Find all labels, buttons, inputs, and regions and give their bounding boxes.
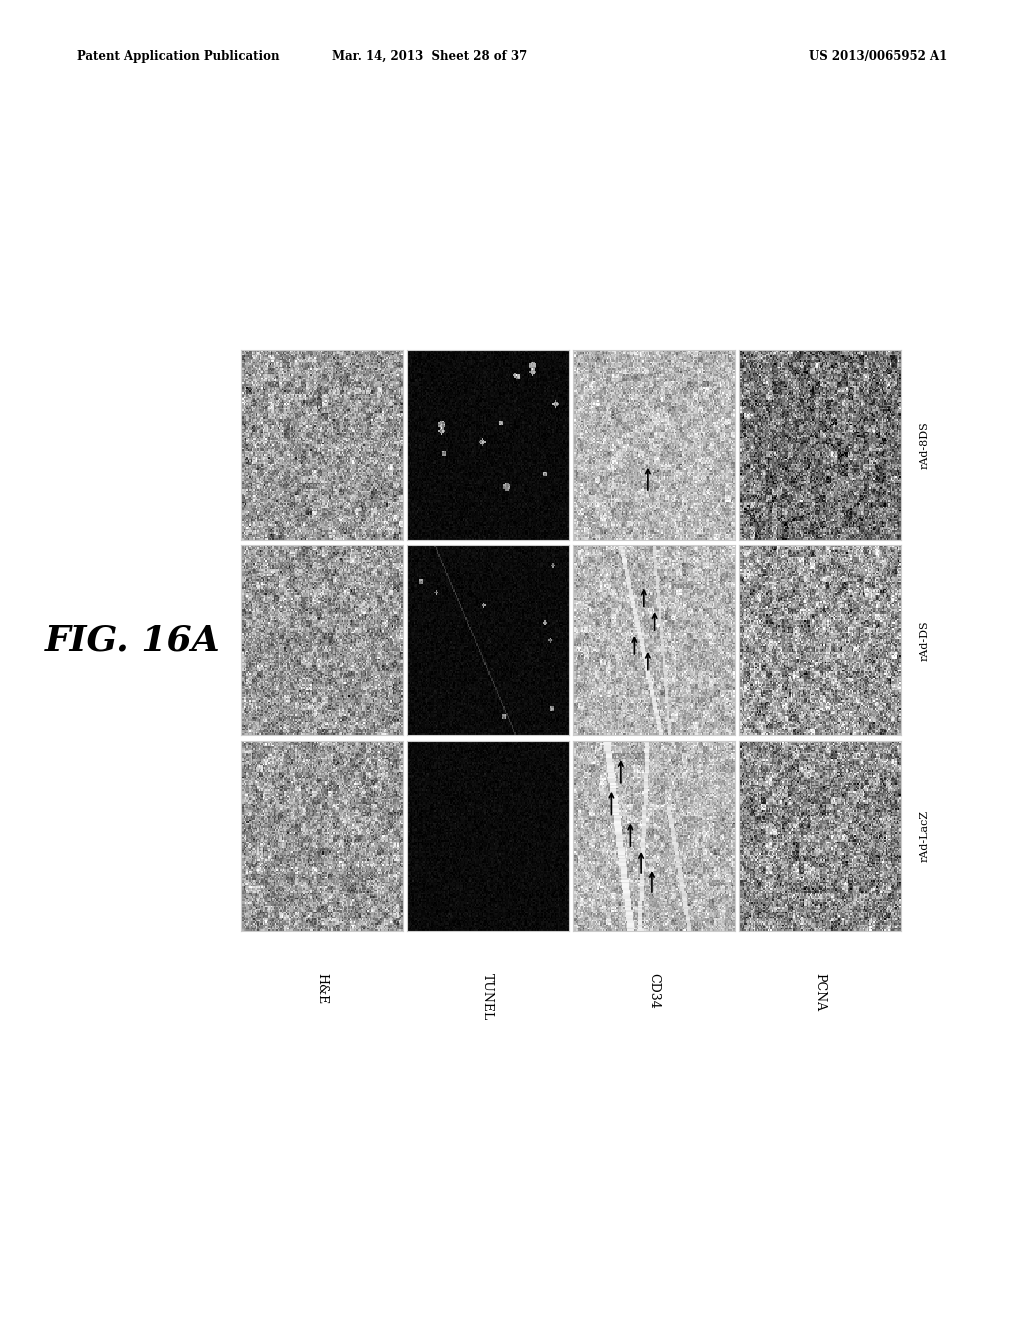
Text: PCNA: PCNA [814, 973, 826, 1011]
Text: rAd-8DS: rAd-8DS [920, 421, 930, 469]
Text: US 2013/0065952 A1: US 2013/0065952 A1 [809, 50, 947, 63]
Text: CD34: CD34 [647, 973, 660, 1008]
Text: Mar. 14, 2013  Sheet 28 of 37: Mar. 14, 2013 Sheet 28 of 37 [333, 50, 527, 63]
Text: FIG. 16A: FIG. 16A [45, 623, 221, 657]
Text: H&E: H&E [315, 973, 328, 1005]
Text: rAd-DS: rAd-DS [920, 620, 930, 660]
Text: TUNEL: TUNEL [481, 973, 495, 1020]
Text: Patent Application Publication: Patent Application Publication [77, 50, 280, 63]
Text: rAd-LacZ: rAd-LacZ [920, 809, 930, 862]
